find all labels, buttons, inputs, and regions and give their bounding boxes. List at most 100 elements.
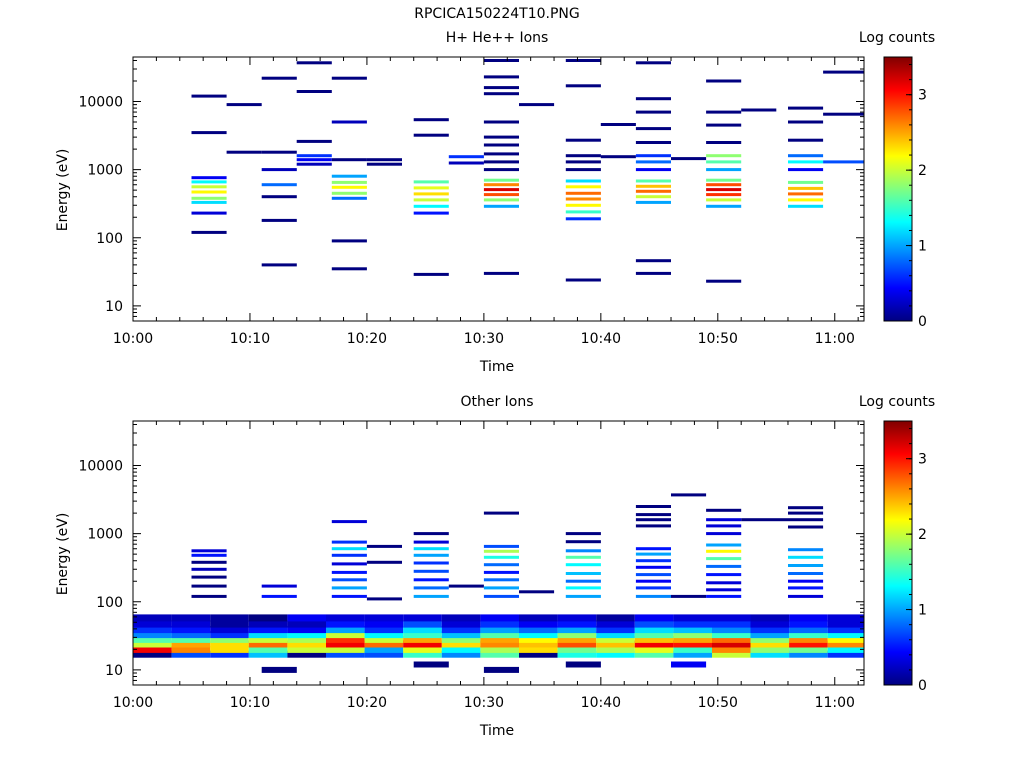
spectrogram-cell: [403, 614, 442, 622]
spectrogram-cell: [565, 540, 601, 544]
spectrogram-cell: [635, 547, 671, 551]
spectrogram-cell: [171, 631, 211, 639]
spectrogram-cell: [483, 586, 519, 590]
spectrogram-cell: [712, 645, 751, 653]
spectrogram-cell: [296, 61, 332, 65]
spectrogram-cell: [403, 626, 442, 634]
spectrogram-cell: [331, 547, 367, 551]
spectrogram-cell: [596, 640, 635, 648]
spectrogram-cell: [483, 578, 519, 582]
spectrogram-cell: [635, 271, 671, 275]
y-tick-label: 1000: [87, 527, 123, 543]
spectrogram-cell: [248, 645, 288, 653]
spectrogram-cell: [706, 557, 742, 561]
spectrogram-cell: [635, 154, 671, 158]
spectrogram-cell: [788, 594, 824, 598]
spectrogram-cell: [326, 620, 365, 628]
spectrogram-cell: [413, 594, 449, 598]
spectrogram-cell: [565, 594, 601, 598]
spectrogram-cell: [210, 635, 249, 643]
x-tick-label: 10:30: [464, 695, 504, 711]
spectrogram-cell: [635, 505, 671, 508]
spectrogram-cell: [287, 620, 326, 628]
spectrogram-cell: [248, 631, 288, 639]
spectrogram-cell: [483, 594, 519, 598]
spectrogram-cell: [706, 549, 742, 553]
spectrogram-cell: [827, 626, 864, 634]
spectrogram-cell: [171, 640, 211, 648]
spectrogram-cell: [557, 635, 597, 643]
x-tick-label: 10:30: [464, 331, 504, 347]
spectrogram-cell: [712, 631, 751, 639]
spectrogram-cell: [331, 520, 367, 524]
spectrogram-cell: [788, 138, 824, 142]
spectrogram-cell: [483, 143, 519, 147]
spectrogram-cell: [634, 645, 674, 653]
spectrogram-cell: [413, 180, 449, 184]
spectrogram-cell: [565, 168, 601, 172]
panel-title: H+ He++ Ions: [446, 30, 549, 46]
spectrogram-cell: [191, 230, 227, 234]
spectrogram-cell: [565, 210, 601, 214]
spectrogram-cell: [287, 635, 326, 643]
spectrogram-cell: [331, 239, 367, 243]
spectrogram-cell: [565, 217, 601, 221]
spectrogram-cell: [483, 168, 519, 172]
spectrogram-cell: [634, 635, 674, 643]
x-axis-label: Time: [479, 359, 514, 375]
spectrogram-cell: [133, 614, 172, 622]
spectrogram-cell: [210, 650, 249, 658]
spectrogram-cell: [413, 578, 449, 582]
spectrogram-cell: [635, 110, 671, 114]
spectrogram-cell: [191, 185, 227, 189]
spectrogram-cell: [248, 620, 288, 628]
spectrogram-cell: [364, 620, 404, 628]
spectrogram-cell: [706, 564, 742, 568]
spectrogram-cell: [519, 590, 555, 594]
spectrogram-cell: [483, 135, 519, 139]
spectrogram-cell: [261, 584, 297, 588]
spectrogram-cell: [600, 123, 636, 126]
spectrogram-cell: [712, 620, 751, 628]
spectrogram-cell: [191, 560, 227, 564]
spectrogram-cell: [480, 645, 519, 653]
spectrogram-cell: [634, 640, 674, 648]
spectrogram-cell: [635, 513, 671, 517]
spectrogram-cell: [789, 635, 828, 643]
spectrogram-cell: [480, 640, 519, 648]
spectrogram-cell: [788, 555, 824, 559]
spectrogram-cell: [519, 640, 558, 648]
spectrogram-cell: [712, 626, 751, 634]
spectrogram-cell: [519, 650, 558, 658]
spectrogram-cell: [788, 198, 824, 202]
colorbar-tick-label: 3: [918, 452, 927, 468]
spectrogram-cell: [519, 635, 558, 643]
spectrogram-cell: [557, 620, 597, 628]
spectrogram-cell: [827, 650, 864, 658]
spectrogram-cell: [441, 626, 481, 634]
spectrogram-cell: [596, 614, 635, 622]
spectrogram-cell: [413, 133, 449, 137]
spectrogram-cell: [565, 84, 601, 88]
spectrogram-cell: [191, 180, 227, 184]
spectrogram-cell: [565, 59, 601, 62]
spectrogram-cell: [413, 569, 449, 573]
spectrogram-cell: [706, 110, 742, 114]
spectrogram-cell: [712, 650, 751, 658]
spectrogram-cell: [706, 573, 742, 577]
spectrogram-cell: [788, 204, 824, 208]
spectrogram-cell: [226, 103, 262, 107]
spectrogram-cell: [296, 162, 332, 166]
plot-frame: [132, 420, 865, 686]
spectrogram-cell: [287, 645, 326, 653]
spectrogram-cell: [827, 620, 864, 628]
spectrogram-cell: [741, 518, 788, 522]
spectrogram-cell: [331, 553, 367, 557]
spectrogram-cell: [403, 631, 442, 639]
spectrogram-cell: [789, 640, 828, 648]
spectrogram-cell: [133, 650, 172, 658]
spectrogram-cell: [706, 198, 742, 202]
spectrogram-cell: [788, 518, 824, 522]
spectrogram-cell: [788, 564, 824, 567]
spectrogram-cell: [326, 626, 365, 634]
